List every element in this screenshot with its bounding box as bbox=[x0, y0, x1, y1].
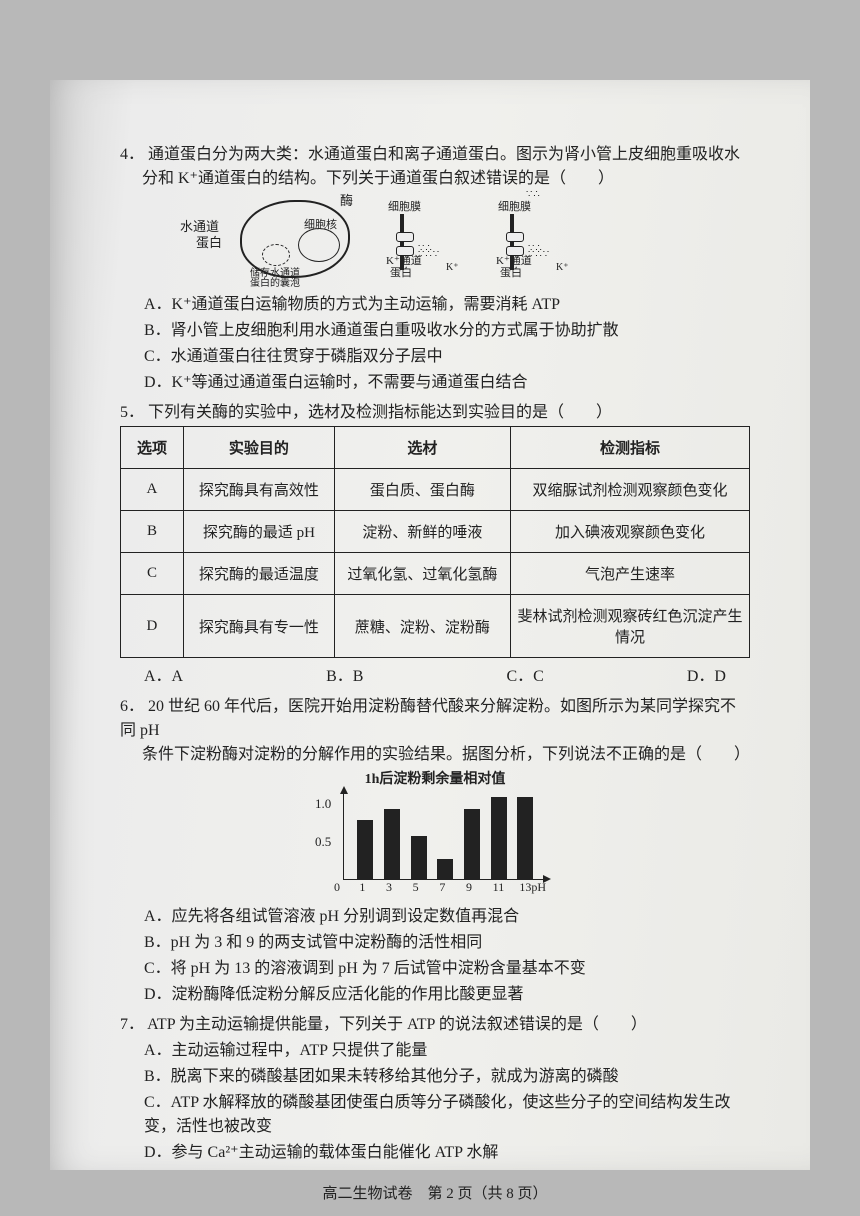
q4-options: A．K⁺通道蛋白运输物质的方式为主动运输，需要消耗 ATP B．肾小管上皮细胞利… bbox=[120, 290, 750, 392]
q7-number: 7． bbox=[120, 1016, 144, 1033]
q5-r0c3: 双缩脲试剂检测观察颜色变化 bbox=[510, 469, 749, 511]
vesicle bbox=[262, 244, 290, 266]
q5-h1: 实验目的 bbox=[183, 427, 334, 469]
q4-option-C: C．水通道蛋白往往贯穿于磷脂双分子层中 bbox=[144, 342, 750, 366]
q4-option-A: A．K⁺通道蛋白运输物质的方式为主动运输，需要消耗 ATP bbox=[144, 290, 750, 314]
table-row: D 探究酶具有专一性 蔗糖、淀粉、淀粉酶 斐林试剂检测观察砖红色沉淀产生情况 bbox=[121, 595, 750, 658]
xtick-label: 13pH bbox=[519, 880, 546, 895]
label-protein-1: 蛋白 bbox=[196, 232, 222, 251]
chart-bar bbox=[437, 859, 453, 879]
q4-diagram: 酶 水通道 蛋白 细胞核 储存水通道 蛋白的囊泡 细胞膜 K⁺通道 蛋白 ∵∴∵… bbox=[170, 194, 610, 284]
q6-option-C: C．将 pH 为 13 的溶液调到 pH 为 7 后试管中淀粉含量基本不变 bbox=[144, 954, 750, 978]
ytick-05: 0.5 bbox=[315, 834, 331, 850]
table-row: B 探究酶的最适 pH 淀粉、新鲜的唾液 加入碘液观察颜色变化 bbox=[121, 511, 750, 553]
label-vesicle-2: 蛋白的囊泡 bbox=[250, 274, 300, 289]
q5-header-row: 选项 实验目的 选材 检测指标 bbox=[121, 427, 750, 469]
q4-stem-line1: 通道蛋白分为两大类：水通道蛋白和离子通道蛋白。图示为肾小管上皮细胞重吸收水 bbox=[148, 146, 740, 163]
question-7: 7． ATP 为主动运输提供能量，下列关于 ATP 的说法叙述错误的是（ ） A… bbox=[120, 1010, 750, 1162]
chart-bar bbox=[357, 820, 373, 879]
xtick-label: 9 bbox=[466, 880, 472, 895]
chart-title: 1h后淀粉剩余量相对值 bbox=[295, 768, 575, 788]
question-4: 4． 通道蛋白分为两大类：水通道蛋白和离子通道蛋白。图示为肾小管上皮细胞重吸收水… bbox=[120, 140, 750, 392]
q5-r2c2: 过氧化氢、过氧化氢酶 bbox=[334, 553, 510, 595]
q4-stem-line2: 分和 K⁺通道蛋白的结构。下列关于通道蛋白叙述错误的是（ ） bbox=[120, 164, 750, 188]
table-row: A 探究酶具有高效性 蛋白质、蛋白酶 双缩脲试剂检测观察颜色变化 bbox=[121, 469, 750, 511]
xtick-label: 1 bbox=[359, 880, 365, 895]
chart-bar bbox=[491, 797, 507, 879]
chart-bar bbox=[411, 836, 427, 879]
q5-r3c0: D bbox=[121, 595, 184, 658]
q6-chart: 1h后淀粉剩余量相对值 1.0 0.5 0135791113pH bbox=[295, 768, 575, 898]
q5-r2c3: 气泡产生速率 bbox=[510, 553, 749, 595]
q5-h3: 检测指标 bbox=[510, 427, 749, 469]
label-kprot-2: 蛋白 bbox=[500, 264, 522, 280]
label-k-1: K⁺ bbox=[446, 262, 459, 273]
question-6: 6． 20 世纪 60 年代后，医院开始用淀粉酶替代酸来分解淀粉。如图所示为某同… bbox=[120, 692, 750, 1004]
q5-tbody: A 探究酶具有高效性 蛋白质、蛋白酶 双缩脲试剂检测观察颜色变化 B 探究酶的最… bbox=[121, 469, 750, 658]
q6-number: 6． bbox=[120, 698, 144, 715]
chart-bar bbox=[464, 809, 480, 879]
page-footer: 高二生物试卷 第 2 页（共 8 页） bbox=[120, 1182, 750, 1203]
xtick-label: 3 bbox=[386, 880, 392, 895]
chart-bar bbox=[384, 809, 400, 879]
q5-r0c2: 蛋白质、蛋白酶 bbox=[334, 469, 510, 511]
q5-r0c1: 探究酶具有高效性 bbox=[183, 469, 334, 511]
q6-option-D: D．淀粉酶降低淀粉分解反应活化能的作用比酸更显著 bbox=[144, 980, 750, 1004]
q5-r0c0: A bbox=[121, 469, 184, 511]
q5-r2c1: 探究酶的最适温度 bbox=[183, 553, 334, 595]
q5-choices: A．A B．B C．C D．D bbox=[120, 662, 750, 686]
q5-r1c3: 加入碘液观察颜色变化 bbox=[510, 511, 749, 553]
q5-choice-C: C．C bbox=[506, 662, 543, 686]
q5-choice-A: A．A bbox=[144, 662, 183, 686]
nucleus bbox=[298, 228, 340, 262]
table-row: C 探究酶的最适温度 过氧化氢、过氧化氢酶 气泡产生速率 bbox=[121, 553, 750, 595]
q6-option-B: B．pH 为 3 和 9 的两支试管中淀粉酶的活性相同 bbox=[144, 928, 750, 952]
q6-stem-line1: 20 世纪 60 年代后，医院开始用淀粉酶替代酸来分解淀粉。如图所示为某同学探究… bbox=[120, 698, 736, 739]
q7-options: A．主动运输过程中，ATP 只提供了能量 B．脱离下来的磷酸基团如果未转移给其他… bbox=[120, 1036, 750, 1162]
q5-stem: 下列有关酶的实验中，选材及检测指标能达到实验目的是（ ） bbox=[148, 404, 612, 421]
k-dots-top: ∵∴ bbox=[526, 192, 541, 198]
q5-r3c3: 斐林试剂检测观察砖红色沉淀产生情况 bbox=[510, 595, 749, 658]
q7-option-A: A．主动运输过程中，ATP 只提供了能量 bbox=[144, 1036, 750, 1060]
k-dots-1: ∵∴∵∴∵ bbox=[418, 246, 440, 258]
q5-r1c2: 淀粉、新鲜的唾液 bbox=[334, 511, 510, 553]
q5-number: 5． bbox=[120, 404, 144, 421]
q7-option-B: B．脱离下来的磷酸基团如果未转移给其他分子，就成为游离的磷酸 bbox=[144, 1062, 750, 1086]
q7-option-D: D．参与 Ca²⁺主动运输的载体蛋白能催化 ATP 水解 bbox=[144, 1138, 750, 1162]
q4-option-D: D．K⁺等通过通道蛋白运输时，不需要与通道蛋白结合 bbox=[144, 368, 750, 392]
q5-r1c1: 探究酶的最适 pH bbox=[183, 511, 334, 553]
label-enzyme: 酶 bbox=[340, 190, 353, 209]
q7-option-C: C．ATP 水解释放的磷酸基团使蛋白质等分子磷酸化，使这些分子的空间结构发生改变… bbox=[144, 1088, 750, 1136]
label-membrane-2: 细胞膜 bbox=[498, 198, 531, 214]
q5-h0: 选项 bbox=[121, 427, 184, 469]
question-5: 5． 下列有关酶的实验中，选材及检测指标能达到实验目的是（ ） 选项 实验目的 … bbox=[120, 398, 750, 686]
exam-page: 4． 通道蛋白分为两大类：水通道蛋白和离子通道蛋白。图示为肾小管上皮细胞重吸收水… bbox=[50, 80, 810, 1170]
label-nucleus: 细胞核 bbox=[304, 216, 337, 232]
xtick-label: 5 bbox=[413, 880, 419, 895]
q4-number: 4． bbox=[120, 146, 144, 163]
q5-r3c1: 探究酶具有专一性 bbox=[183, 595, 334, 658]
q5-r3c2: 蔗糖、淀粉、淀粉酶 bbox=[334, 595, 510, 658]
q5-table: 选项 实验目的 选材 检测指标 A 探究酶具有高效性 蛋白质、蛋白酶 双缩脲试剂… bbox=[120, 426, 750, 658]
label-k-2: K⁺ bbox=[556, 262, 569, 273]
q5-r2c0: C bbox=[121, 553, 184, 595]
chart-bar bbox=[517, 797, 533, 879]
q5-choice-B: B．B bbox=[326, 662, 363, 686]
q5-choice-D: D．D bbox=[687, 662, 726, 686]
label-membrane-1: 细胞膜 bbox=[388, 198, 421, 214]
q6-options: A．应先将各组试管溶液 pH 分别调到设定数值再混合 B．pH 为 3 和 9 … bbox=[120, 902, 750, 1004]
q5-h2: 选材 bbox=[334, 427, 510, 469]
q6-stem-line2: 条件下淀粉酶对淀粉的分解作用的实验结果。据图分析，下列说法不正确的是（ ） bbox=[120, 740, 750, 764]
ytick-1: 1.0 bbox=[315, 796, 331, 812]
xtick-label: 0 bbox=[334, 880, 340, 895]
chart-plot: 0135791113pH bbox=[343, 794, 543, 880]
q7-stem: ATP 为主动运输提供能量，下列关于 ATP 的说法叙述错误的是（ ） bbox=[147, 1016, 647, 1033]
k-dots-2: ∵∴∵∴∵ bbox=[528, 246, 550, 258]
xtick-label: 11 bbox=[493, 880, 505, 895]
xtick-label: 7 bbox=[439, 880, 445, 895]
label-kprot-1: 蛋白 bbox=[390, 264, 412, 280]
q4-option-B: B．肾小管上皮细胞利用水通道蛋白重吸收水分的方式属于协助扩散 bbox=[144, 316, 750, 340]
q6-option-A: A．应先将各组试管溶液 pH 分别调到设定数值再混合 bbox=[144, 902, 750, 926]
q5-r1c0: B bbox=[121, 511, 184, 553]
